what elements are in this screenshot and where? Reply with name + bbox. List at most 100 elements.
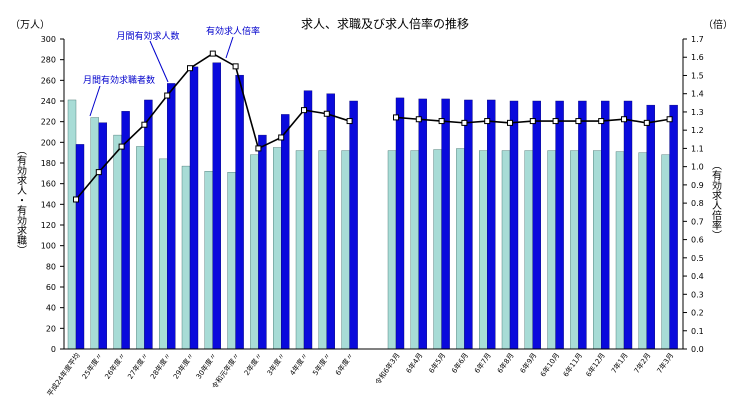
bar-seekers xyxy=(250,154,259,350)
ratio-point xyxy=(209,50,216,57)
left-tick-label: 160 xyxy=(41,180,56,189)
bar-openings xyxy=(464,99,473,350)
bar-seekers xyxy=(158,158,168,350)
legend-ratio-label: 有効求人倍率 xyxy=(206,25,260,37)
bar-openings xyxy=(532,100,541,350)
ratio-point xyxy=(255,145,262,152)
ratio-point xyxy=(346,118,353,125)
bar-seekers xyxy=(136,146,145,350)
left-tick-label: 260 xyxy=(41,76,56,85)
bar-seekers xyxy=(570,150,579,350)
right-axis-unit: （倍） xyxy=(703,18,733,31)
bar-openings xyxy=(189,66,199,350)
ratio-point xyxy=(507,119,513,126)
left-tick-label: 0 xyxy=(51,345,56,354)
left-tick-label: 20 xyxy=(46,324,56,333)
left-tick-label: 100 xyxy=(41,242,56,251)
ratio-point xyxy=(164,92,171,99)
bar-group xyxy=(67,62,678,350)
bar-seekers xyxy=(524,150,533,350)
legend-seekers: 月間有効求職者数 xyxy=(83,74,155,117)
bar-seekers xyxy=(661,154,670,350)
bar-openings xyxy=(509,100,519,350)
right-tick-label: 0.1 xyxy=(691,327,704,336)
left-tick-label: 40 xyxy=(46,304,56,313)
ratio-point xyxy=(621,116,627,123)
ratio-point xyxy=(484,118,491,125)
legend-seekers-leader xyxy=(89,85,101,117)
bar-openings xyxy=(326,93,335,350)
right-tick-label: 0.0 xyxy=(691,345,704,354)
left-tick-label: 180 xyxy=(41,159,56,168)
x-tick-label: 7年3月 xyxy=(655,351,676,375)
left-tick-label: 140 xyxy=(41,200,56,209)
bar-seekers xyxy=(318,150,327,350)
x-tick-label: 6年8月 xyxy=(495,351,516,375)
right-tick-label: 1.3 xyxy=(691,108,704,117)
left-tick-label: 280 xyxy=(41,56,56,65)
bar-openings xyxy=(281,114,290,350)
right-axis-ticks: 0.0 0.1 0.2 0.3 0.4 0.5 0.6 0.7 0.8 0.9 1.0 1.1 1.2 1… xyxy=(683,35,704,354)
x-tick-label: 27年度〃 xyxy=(126,351,151,381)
bar-openings xyxy=(303,90,313,350)
x-tick-label: 平成24年度平均 xyxy=(45,351,82,398)
x-tick-label: 6年12月 xyxy=(584,351,607,379)
ratio-point xyxy=(666,116,673,123)
bar-openings xyxy=(166,83,176,350)
left-tick-label: 300 xyxy=(41,35,56,44)
bar-openings xyxy=(578,100,587,350)
left-tick-label: 200 xyxy=(41,138,56,147)
bar-openings xyxy=(669,104,678,350)
x-tick-label: 3年度〃 xyxy=(265,351,287,377)
x-tick-label: 6年11月 xyxy=(561,351,584,379)
bar-openings xyxy=(349,100,358,350)
ratio-point xyxy=(438,118,445,125)
bar-seekers xyxy=(90,117,100,350)
left-axis-unit: （万人） xyxy=(10,19,50,31)
x-tick-label: 6年10月 xyxy=(538,351,561,379)
bar-seekers xyxy=(593,150,602,350)
right-tick-label: 0.2 xyxy=(691,309,704,318)
bar-openings xyxy=(487,99,496,350)
ratio-point xyxy=(187,65,193,72)
bar-seekers xyxy=(113,134,122,350)
legend-openings-leader xyxy=(149,40,169,83)
x-tick-label: 28年度〃 xyxy=(148,351,173,381)
bar-seekers xyxy=(295,150,305,350)
right-tick-label: 1.0 xyxy=(691,163,704,172)
ratio-point xyxy=(278,134,285,141)
left-tick-label: 220 xyxy=(41,118,56,127)
bar-openings xyxy=(98,122,108,350)
legend-openings: 月間有効求人数 xyxy=(116,30,180,83)
x-tick-label: 29年度〃 xyxy=(171,351,196,381)
bar-openings xyxy=(441,98,450,350)
ratio-point xyxy=(95,169,102,176)
right-tick-label: 0.7 xyxy=(691,217,704,226)
bar-openings xyxy=(601,100,610,350)
x-tick-label: 6年7月 xyxy=(472,351,493,375)
bar-seekers xyxy=(433,149,442,350)
bar-openings xyxy=(555,100,564,350)
ratio-point xyxy=(232,63,239,70)
right-tick-label: 0.9 xyxy=(691,181,704,190)
right-tick-label: 0.3 xyxy=(691,290,704,299)
x-axis-labels: 平成24年度平均 25年度〃 26年度〃 27年度〃 28年度〃 29年度〃 30年度〃 令和… xyxy=(45,351,675,398)
ratio-point xyxy=(575,118,582,125)
legend-openings-label: 月間有効求人数 xyxy=(116,30,179,42)
legend-seekers-label: 月間有効求職者数 xyxy=(83,74,155,86)
bar-openings xyxy=(646,104,655,350)
right-tick-label: 1.6 xyxy=(691,53,704,62)
ratio-point xyxy=(393,114,399,121)
x-tick-label: 7年1月 xyxy=(609,351,630,375)
bar-openings xyxy=(144,99,153,350)
ratio-point xyxy=(461,119,468,126)
bar-seekers xyxy=(638,152,647,350)
x-tick-label: 30年度〃 xyxy=(194,351,219,381)
right-tick-label: 0.8 xyxy=(691,199,704,208)
bar-openings xyxy=(258,134,267,350)
right-axis-label: （有効求人倍率） xyxy=(710,160,722,240)
x-tick-label: 2年度〃 xyxy=(242,351,264,377)
bar-seekers xyxy=(181,165,191,350)
ratio-point xyxy=(141,121,148,128)
